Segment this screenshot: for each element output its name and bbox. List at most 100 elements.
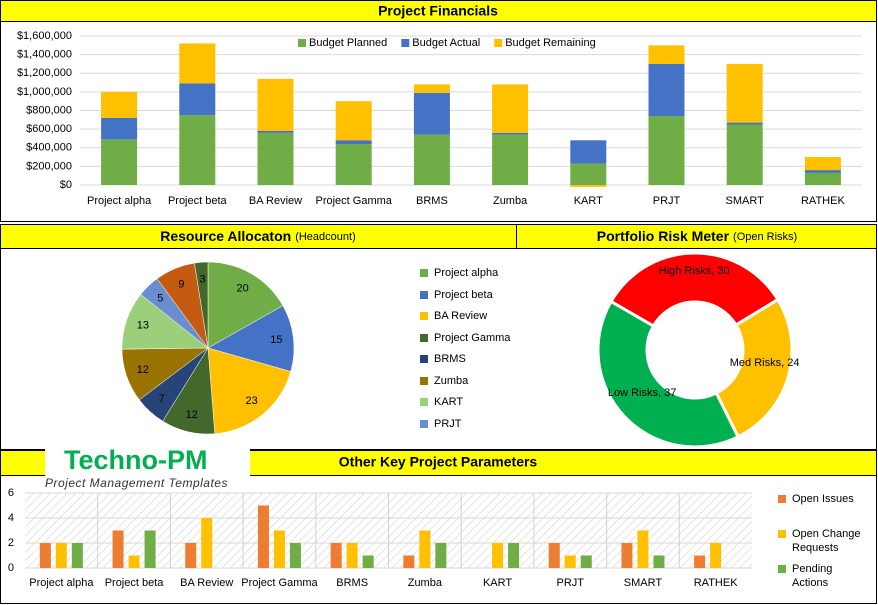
bar [201, 518, 213, 568]
bar [403, 555, 415, 568]
legend-swatch [420, 398, 428, 406]
bar [621, 543, 633, 568]
bar [112, 530, 124, 568]
y-tick-label: $0 [60, 179, 72, 191]
data-label: 12 [137, 364, 149, 376]
x-tick-label: Zumba [493, 195, 528, 207]
y-tick-label: $1,600,000 [17, 30, 72, 42]
bar [694, 555, 706, 568]
bar-segment [804, 172, 841, 185]
legend-swatch [420, 269, 428, 277]
panel-header [516, 224, 877, 249]
pie-slice [207, 305, 295, 372]
y-tick-label: 4 [8, 512, 14, 524]
data-label: 12 [186, 409, 198, 421]
legend-label: KART [434, 396, 464, 408]
legend-item: Project Gamma [420, 331, 520, 345]
x-tick-label: Project Gamma [315, 195, 392, 207]
legend-swatch [420, 419, 428, 428]
bar-segment [413, 134, 450, 185]
logo-name: Techno-PM [64, 445, 208, 475]
y-tick-label: $1,200,000 [17, 67, 72, 79]
y-tick-label: $400,000 [26, 142, 72, 154]
data-label: 15 [270, 334, 282, 346]
x-tick-label: Project beta [168, 195, 228, 207]
y-tick-label: $800,000 [26, 104, 72, 116]
legend-swatch [420, 355, 428, 363]
legend-swatch [401, 39, 410, 47]
legend-item: Open Issues [778, 492, 870, 506]
legend-label: Project beta [434, 288, 493, 301]
bar [185, 543, 197, 568]
bar [273, 530, 285, 568]
bar-segment [570, 163, 607, 185]
y-tick-label: 0 [8, 562, 14, 574]
bar-segment [179, 83, 216, 116]
x-tick-label: KART [483, 577, 512, 589]
y-tick-label: 2 [8, 537, 14, 549]
donut-slice [714, 297, 794, 439]
data-label: 13 [137, 320, 149, 332]
legend-swatch [778, 530, 786, 538]
legend-label: Budget Remaining [505, 37, 596, 49]
data-label: Med Risks, 24 [729, 357, 800, 370]
donut-slice [608, 251, 780, 329]
legend-label: Project alpha [434, 267, 499, 279]
bar-segment [335, 101, 372, 141]
legend-item: BA Review [420, 309, 520, 323]
legend-swatch [494, 39, 503, 47]
x-tick-label: Project alpha [87, 195, 152, 207]
legend-swatch [420, 312, 428, 320]
bar-segment [648, 45, 685, 64]
legend-swatch [420, 376, 428, 385]
logo-box [45, 447, 250, 491]
legend-swatch [778, 495, 786, 503]
legend-label: BA Review [434, 310, 488, 322]
legend-item: Project beta [420, 288, 520, 302]
legend-swatch [420, 290, 428, 299]
pie-slice [207, 347, 292, 434]
bar [346, 543, 358, 568]
x-tick-label: PRJT [557, 577, 585, 589]
legend-item: KART [420, 395, 520, 409]
legend-label: Project Gamma [434, 331, 511, 344]
x-tick-label: RATHEK [801, 195, 845, 207]
chart-title: Project Financials [378, 3, 498, 19]
bar [653, 555, 665, 568]
chart-title: Resource Allocaton (Headcount) [160, 228, 356, 244]
bar-segment [492, 84, 529, 133]
logo-tagline: Project Management Templates [45, 476, 228, 490]
bar-segment [726, 63, 763, 123]
legend-label: Open Change Requests [792, 528, 861, 554]
bar-segment [804, 157, 841, 171]
bar-segment [413, 92, 450, 135]
x-tick-label: BRMS [416, 195, 448, 207]
bar-segment [335, 140, 372, 145]
bar-segment [101, 139, 138, 185]
data-label: Low Risks, 37 [607, 386, 677, 399]
bar-segment [179, 43, 216, 84]
x-tick-label: KART [574, 195, 603, 207]
bar-segment [179, 115, 216, 185]
bar [128, 555, 140, 568]
title: Resource Allocaton [160, 228, 291, 244]
bar-segment [257, 130, 294, 133]
data-label: 7 [159, 393, 165, 405]
bar [330, 543, 342, 568]
bar-segment [492, 134, 529, 185]
y-tick-label: $1,000,000 [17, 86, 72, 98]
x-tick-label: Project beta [105, 577, 165, 589]
panel-header [0, 224, 517, 249]
bar-segment [413, 84, 450, 93]
legend-swatch [298, 39, 306, 47]
legend-item: Zumba [420, 374, 520, 388]
bar [55, 543, 67, 568]
legend-item: Project alpha [420, 266, 520, 280]
bar-segment [257, 78, 294, 131]
data-label: 23 [245, 395, 257, 407]
y-tick-label: $200,000 [26, 160, 72, 172]
bar [144, 530, 156, 568]
subtitle: (Headcount) [295, 231, 356, 243]
legend-label: BRMS [434, 353, 466, 365]
